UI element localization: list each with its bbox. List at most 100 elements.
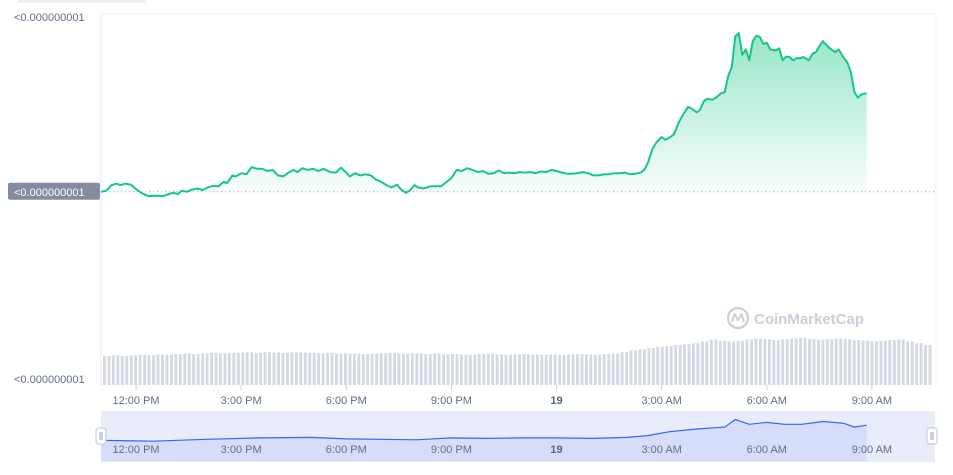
volume-bar — [745, 339, 749, 385]
volume-bar — [518, 354, 521, 385]
volume-bar — [879, 340, 883, 385]
volume-bar — [576, 354, 579, 385]
range-navigator[interactable]: 12:00 PM 3:00 PM 6:00 PM 9:00 PM 19 3:00 AM 6:… — [95, 411, 938, 462]
volume-bar — [196, 354, 200, 385]
volume-bar — [821, 339, 825, 385]
volume-bar — [486, 353, 490, 385]
volume-bar — [120, 355, 124, 385]
volume-bar — [718, 340, 722, 385]
volume-bar — [808, 338, 811, 385]
volume-bar — [495, 354, 499, 385]
volume-bar — [825, 339, 829, 385]
volume-bar — [790, 338, 794, 385]
volume-bar — [152, 355, 155, 385]
volume-bar — [468, 354, 472, 385]
volume-bar — [482, 354, 486, 385]
x-tick-label: 19 — [550, 395, 562, 407]
volume-bar — [589, 354, 593, 385]
volume-bar — [727, 341, 731, 385]
volume-bar — [415, 353, 419, 385]
volume-bar — [357, 353, 361, 385]
volume-bar — [625, 352, 628, 385]
volume-bar — [116, 355, 120, 385]
volume-bar — [187, 353, 191, 385]
volume-bar — [317, 353, 321, 385]
volume-bar — [375, 353, 379, 385]
navigator-tick-label: 9:00 AM — [852, 444, 892, 456]
volume-bar — [723, 340, 727, 385]
current-price-badge: <0.000000001 — [8, 182, 100, 200]
top-tab-remnant — [18, 0, 146, 3]
volume-bar — [915, 343, 919, 385]
navigator-area — [101, 419, 867, 461]
volume-bar — [504, 354, 508, 385]
navigator-right-handle[interactable] — [926, 427, 938, 445]
volume-bar — [513, 354, 517, 385]
volume-bar — [799, 337, 802, 385]
volume-bar — [129, 355, 133, 385]
volume-bar — [156, 354, 160, 385]
navigator-line — [100, 418, 867, 442]
volume-bar — [687, 344, 691, 385]
watermark-text: CoinMarketCap — [754, 311, 864, 328]
volume-bar — [464, 354, 468, 385]
volume-bar — [602, 354, 606, 385]
volume-bar — [834, 338, 838, 385]
x-tick-label: 6:00 PM — [326, 395, 367, 407]
volume-bar — [629, 350, 633, 385]
volume-bar — [245, 352, 249, 385]
volume-bar — [134, 355, 138, 385]
volume-bar — [232, 352, 236, 385]
volume-bar — [312, 352, 316, 385]
volume-bar — [910, 341, 914, 385]
price-line-up — [100, 32, 867, 198]
volume-bar — [522, 354, 526, 385]
volume-bar — [138, 354, 142, 385]
volume-axis-label: <0.000000001 — [14, 374, 85, 386]
volume-bar — [223, 353, 227, 385]
volume-bar — [638, 349, 642, 385]
watermark: CoinMarketCap — [726, 306, 864, 330]
volume-bar — [259, 352, 263, 385]
volume-bar — [767, 339, 771, 385]
volume-bar — [540, 354, 544, 385]
volume-bar — [870, 341, 874, 385]
volume-bar — [584, 354, 588, 385]
navigator-tick-label: 6:00 PM — [326, 444, 367, 456]
volume-bar — [549, 354, 553, 385]
volume-bar — [402, 353, 405, 385]
volume-bar — [643, 349, 646, 385]
volume-bar — [535, 354, 539, 385]
volume-bar — [352, 353, 356, 385]
navigator-tick-label: 19 — [550, 444, 562, 456]
volume-bar — [803, 337, 807, 385]
volume-bar — [254, 352, 258, 385]
navigator-left-handle[interactable] — [95, 427, 107, 445]
volume-bar — [571, 354, 575, 385]
volume-bar — [500, 354, 504, 385]
volume-bar — [419, 353, 423, 385]
volume-bar — [553, 354, 557, 385]
volume-bar — [741, 340, 744, 385]
volume-bar — [250, 352, 254, 385]
volume-bar — [477, 354, 481, 385]
price-area-fill — [101, 33, 867, 197]
volume-bar — [785, 339, 789, 385]
volume-bar — [428, 354, 432, 385]
volume-bar — [852, 340, 856, 385]
svg-text:<0.000000001: <0.000000001 — [14, 187, 85, 199]
volume-bar — [384, 353, 388, 385]
volume-bar — [656, 346, 660, 385]
volume-bar — [433, 353, 437, 385]
volume-bar — [205, 353, 209, 385]
x-axis: 12:00 PM 3:00 PM 6:00 PM 9:00 PM 19 3:00 AM 6:… — [112, 385, 892, 407]
volume-bar — [620, 352, 624, 385]
volume-bar — [678, 345, 682, 385]
volume-bar — [817, 339, 820, 385]
volume-bar — [776, 340, 780, 385]
volume-bar — [736, 340, 740, 385]
volume-bar — [361, 354, 365, 385]
volume-bar — [696, 343, 700, 385]
navigator-tick-label: 12:00 PM — [112, 444, 159, 456]
